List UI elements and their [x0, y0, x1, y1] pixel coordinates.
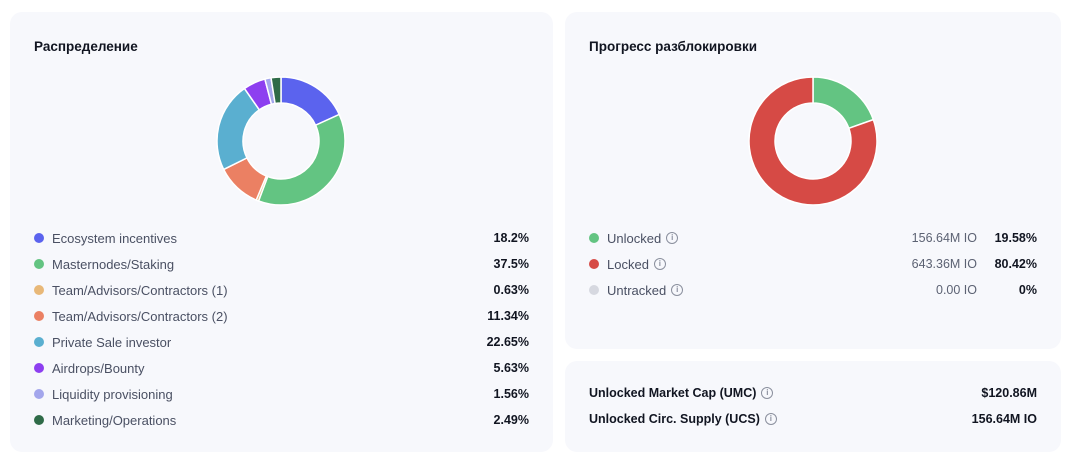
legend-percent: 80.42%	[994, 257, 1037, 271]
unlock-progress-title: Прогресс разблокировки	[589, 39, 758, 54]
distribution-slice-7[interactable]	[270, 76, 282, 105]
unlocked-circ-supply-value: 156.64M IO	[971, 412, 1037, 426]
distribution-slice-1[interactable]	[257, 113, 346, 206]
unlock-slice-0[interactable]	[812, 76, 875, 130]
legend-dot	[34, 363, 44, 373]
unlock-slice-1[interactable]	[748, 76, 878, 206]
legend-dot	[34, 389, 44, 399]
legend-percent: 1.56%	[493, 387, 529, 401]
legend-amount: 0.00 IO	[936, 283, 977, 297]
unlocked-market-card: Unlocked Market Cap (UMC) i $120.86M Unl…	[565, 361, 1061, 452]
legend-item-airdrops-bounty[interactable]: Airdrops/Bounty 5.63%	[34, 358, 529, 378]
legend-percent: 2.49%	[493, 413, 529, 427]
legend-percent: 5.63%	[493, 361, 529, 375]
legend-label: Untracked	[607, 282, 667, 298]
legend-percent: 37.5%	[493, 257, 529, 271]
legend-dot	[34, 233, 44, 243]
legend-label: Ecosystem incentives	[52, 230, 177, 246]
legend-dot	[34, 337, 44, 347]
legend-label: Marketing/Operations	[52, 412, 177, 428]
legend-label: Unlocked	[607, 230, 662, 246]
legend-item-team-advisors-1[interactable]: Team/Advisors/Contractors (1) 0.63%	[34, 280, 529, 300]
legend-percent: 0%	[1018, 283, 1037, 297]
unlocked-market-cap-label: Unlocked Market Cap (UMC)	[589, 386, 757, 400]
legend-label: Airdrops/Bounty	[52, 360, 145, 376]
legend-item-team-advisors-2[interactable]: Team/Advisors/Contractors (2) 11.34%	[34, 306, 529, 326]
legend-item-ecosystem-incentives[interactable]: Ecosystem incentives 18.2%	[34, 228, 529, 248]
legend-dot	[34, 415, 44, 425]
legend-item-locked[interactable]: Locked i 643.36M IO 80.42%	[589, 254, 1037, 274]
info-circle-icon[interactable]: i	[653, 258, 666, 270]
legend-dot	[34, 311, 44, 321]
legend-percent: 0.63%	[493, 283, 529, 297]
legend-label: Liquidity provisioning	[52, 386, 173, 402]
unlock-donut-chart[interactable]	[748, 76, 878, 206]
legend-item-marketing-operations[interactable]: Marketing/Operations 2.49%	[34, 410, 529, 430]
legend-amount: 643.36M IO	[911, 257, 977, 271]
legend-item-liquidity-provisioning[interactable]: Liquidity provisioning 1.56%	[34, 384, 529, 404]
unlocked-circ-supply-label: Unlocked Circ. Supply (UCS)	[589, 412, 760, 426]
legend-dot	[589, 259, 599, 269]
info-circle-icon[interactable]: i	[666, 232, 679, 244]
legend-dot	[34, 285, 44, 295]
legend-item-masternodes-staking[interactable]: Masternodes/Staking 37.5%	[34, 254, 529, 274]
legend-dot	[589, 285, 599, 295]
legend-amount: 156.64M IO	[911, 231, 977, 245]
distribution-card: Распределение Ecosystem incentives 18.2%…	[10, 12, 553, 452]
legend-percent: 18.2%	[493, 231, 529, 245]
unlock-progress-card: Прогресс разблокировки Unlocked i 156.64…	[565, 12, 1061, 349]
legend-label: Team/Advisors/Contractors (1)	[52, 282, 228, 298]
unlocked-circ-supply-row: Unlocked Circ. Supply (UCS) i 156.64M IO	[589, 409, 1037, 429]
distribution-title: Распределение	[34, 39, 138, 54]
legend-label: Private Sale investor	[52, 334, 172, 350]
legend-percent: 19.58%	[994, 231, 1037, 245]
legend-dot	[589, 233, 599, 243]
legend-dot	[34, 259, 44, 269]
info-circle-icon[interactable]: i	[671, 284, 684, 296]
legend-label: Masternodes/Staking	[52, 256, 175, 272]
legend-item-untracked[interactable]: Untracked i 0.00 IO 0%	[589, 280, 1037, 300]
distribution-donut-chart[interactable]	[216, 76, 346, 206]
legend-label: Locked	[607, 256, 649, 272]
legend-item-private-sale[interactable]: Private Sale investor 22.65%	[34, 332, 529, 352]
legend-item-unlocked[interactable]: Unlocked i 156.64M IO 19.58%	[589, 228, 1037, 248]
unlocked-market-cap-value: $120.86M	[981, 386, 1037, 400]
legend-percent: 11.34%	[487, 309, 529, 323]
legend-percent: 22.65%	[486, 335, 529, 349]
unlocked-market-cap-row: Unlocked Market Cap (UMC) i $120.86M	[589, 383, 1037, 403]
legend-label: Team/Advisors/Contractors (2)	[52, 308, 228, 324]
info-circle-icon[interactable]: i	[761, 387, 774, 399]
info-circle-icon[interactable]: i	[764, 413, 777, 425]
